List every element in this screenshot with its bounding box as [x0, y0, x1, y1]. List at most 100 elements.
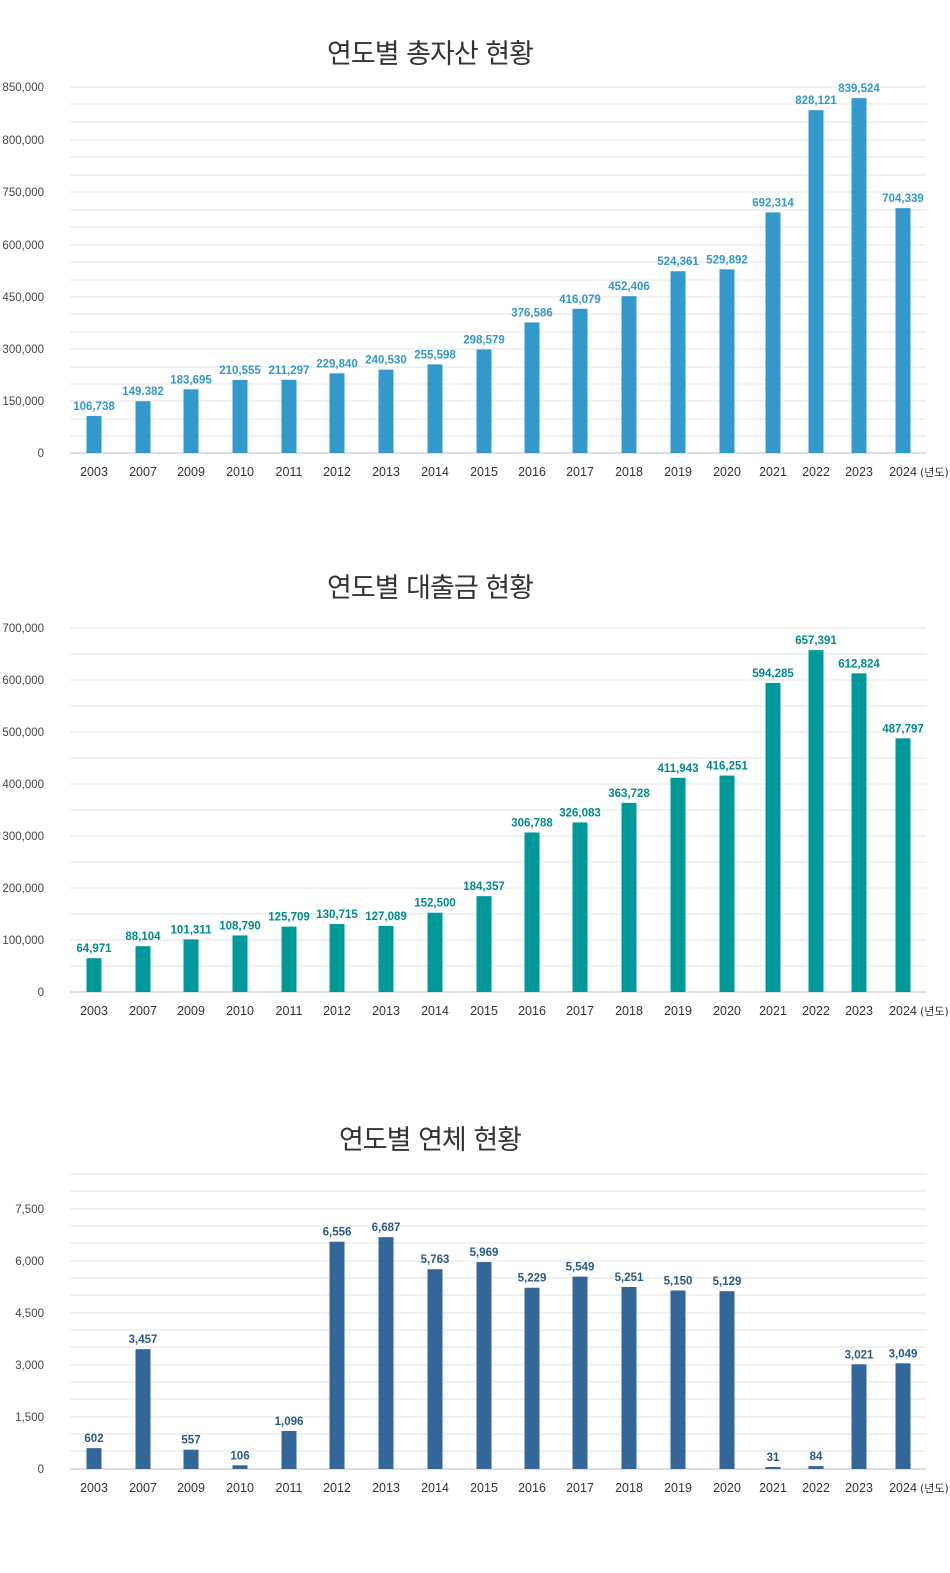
x-tick-label: 2019 — [664, 465, 692, 479]
data-label: 411,943 — [658, 763, 699, 775]
x-tick-label: 2016 — [518, 465, 546, 479]
x-tick-label: 2015 — [470, 1481, 498, 1495]
x-tick-label: 2014 — [421, 465, 449, 479]
y-tick-label: 6,000 — [15, 1256, 44, 1268]
data-label: 306,788 — [511, 817, 553, 829]
data-label: 229,840 — [316, 358, 358, 370]
data-label: 149.382 — [122, 386, 164, 398]
data-label: 152,500 — [414, 898, 456, 910]
data-label: 6,556 — [323, 1227, 352, 1239]
bar — [851, 1364, 867, 1469]
data-label: 376,586 — [511, 307, 553, 319]
bar — [476, 896, 492, 992]
x-tick-label: 2012 — [323, 1481, 351, 1495]
data-label: 5,229 — [518, 1273, 547, 1285]
data-label: 416,079 — [559, 294, 601, 306]
bar — [670, 1290, 686, 1469]
data-label: 704,339 — [882, 193, 924, 205]
bar — [232, 380, 248, 453]
x-tick-label: 2024 — [889, 1481, 917, 1495]
x-tick-label: 2012 — [323, 465, 351, 479]
x-tick-label: 2009 — [177, 465, 205, 479]
bar — [329, 924, 345, 992]
x-tick-label: 2014 — [421, 1481, 449, 1495]
bar — [719, 1291, 735, 1469]
y-tick-label: 700,000 — [2, 623, 44, 635]
x-tick-label: 2017 — [566, 1004, 594, 1018]
data-label: 594,285 — [752, 668, 794, 680]
data-label: 692,314 — [752, 197, 794, 209]
y-tick-label: 200,000 — [2, 883, 44, 895]
y-tick-label: 850,000 — [2, 82, 44, 94]
x-unit-label: (년도) — [920, 1005, 949, 1018]
x-tick-label: 2015 — [470, 465, 498, 479]
bar — [476, 1262, 492, 1469]
bar — [851, 673, 867, 992]
y-tick-label: 150,000 — [2, 396, 44, 408]
bar — [86, 958, 102, 992]
x-tick-label: 2016 — [518, 1004, 546, 1018]
x-tick-label: 2020 — [713, 465, 741, 479]
data-label: 529,892 — [706, 254, 748, 266]
x-unit-label: (년도) — [920, 466, 949, 479]
data-label: 64,971 — [76, 943, 112, 955]
x-tick-label: 2021 — [759, 1481, 787, 1495]
x-tick-label: 2009 — [177, 1481, 205, 1495]
chart-title: 연도별 대출금 현황 — [327, 573, 534, 604]
data-label: 602 — [84, 1433, 103, 1445]
x-tick-label: 2023 — [845, 1004, 873, 1018]
bar — [135, 946, 151, 992]
x-tick-label: 2023 — [845, 1481, 873, 1495]
bar — [281, 926, 297, 992]
x-tick-label: 2007 — [129, 1481, 157, 1495]
x-tick-label: 2003 — [80, 1004, 108, 1018]
x-tick-label: 2018 — [615, 465, 643, 479]
data-label: 657,391 — [795, 635, 837, 647]
bar — [895, 208, 911, 453]
bar — [183, 389, 199, 453]
bar — [851, 98, 867, 454]
bar — [183, 1449, 199, 1469]
total-assets-plot: 0 150,000 300,000 450,000 600,000 750,000 800,… — [2, 82, 949, 479]
chart-title: 연도별 총자산 현황 — [327, 39, 534, 70]
bar — [135, 401, 151, 453]
y-tick-label: 450,000 — [2, 292, 44, 304]
x-tick-label: 2022 — [802, 1481, 830, 1495]
y-tick-label: 400,000 — [2, 779, 44, 791]
data-label: 416,251 — [706, 761, 748, 773]
y-tick-label: 500,000 — [2, 727, 44, 739]
y-tick-label: 600,000 — [2, 240, 44, 252]
x-tick-label: 2018 — [615, 1004, 643, 1018]
y-tick-label: 3,000 — [15, 1360, 44, 1372]
bar — [808, 1466, 824, 1469]
x-tick-label: 2020 — [713, 1481, 741, 1495]
y-tick-label: 0 — [38, 448, 44, 460]
x-tick-label: 2011 — [276, 1004, 303, 1018]
bar — [719, 775, 735, 992]
bar — [329, 373, 345, 453]
x-tick-label: 2010 — [226, 465, 254, 479]
bar — [808, 650, 824, 992]
bar — [378, 1237, 394, 1469]
data-label: 5,549 — [566, 1262, 595, 1274]
data-label: 5,251 — [615, 1272, 644, 1284]
x-tick-label: 2003 — [80, 1481, 108, 1495]
data-label: 298,579 — [463, 334, 505, 346]
x-tick-label: 2020 — [713, 1004, 741, 1018]
bar — [621, 802, 637, 992]
bar — [427, 912, 443, 992]
x-tick-label: 2010 — [226, 1004, 254, 1018]
bar — [765, 682, 781, 992]
chart-title: 연도별 연체 현황 — [338, 1125, 522, 1156]
data-label: 84 — [810, 1451, 823, 1463]
data-label: 240,530 — [365, 355, 407, 367]
x-tick-label: 2011 — [276, 1481, 303, 1495]
y-tick-label: 600,000 — [2, 675, 44, 687]
bar — [670, 271, 686, 453]
y-tick-label: 7,500 — [15, 1204, 44, 1216]
x-tick-label: 2022 — [802, 1004, 830, 1018]
data-label: 6,687 — [372, 1222, 401, 1234]
x-tick-label: 2023 — [845, 465, 873, 479]
